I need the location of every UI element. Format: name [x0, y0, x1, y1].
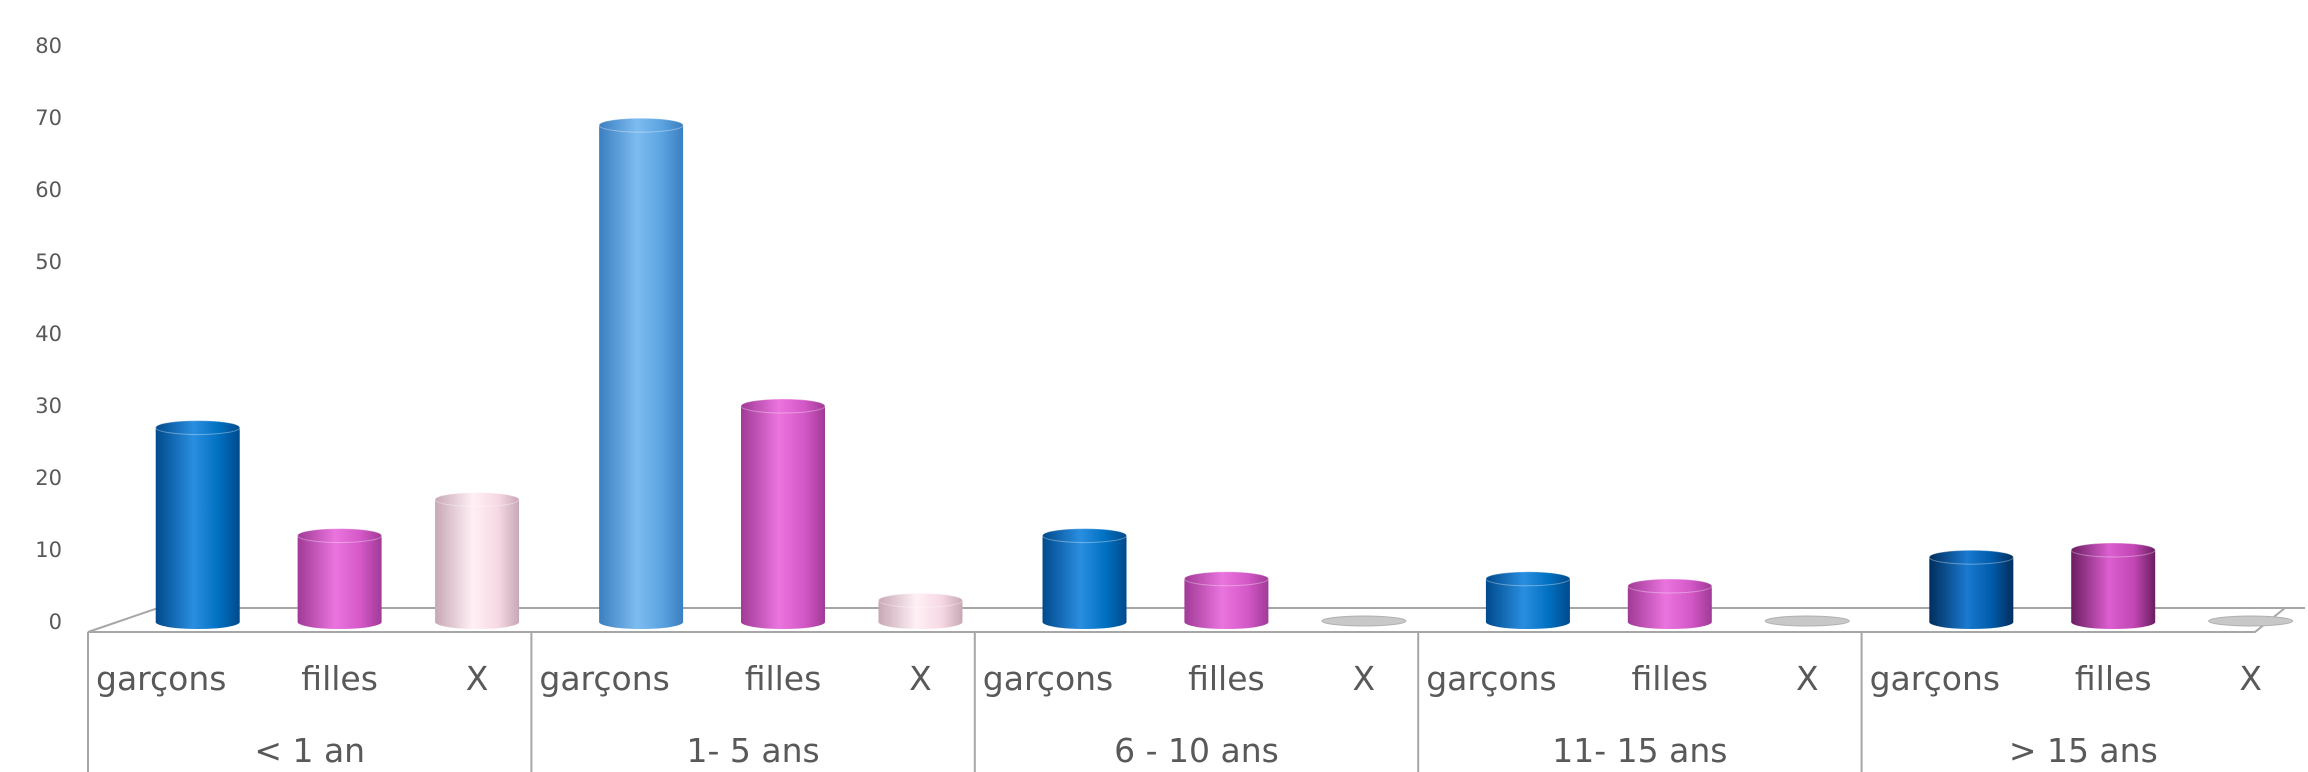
- x-tick-label: garçons: [983, 659, 1113, 698]
- bar-body: [1184, 578, 1269, 629]
- bar: [877, 592, 963, 629]
- y-tick-label: 40: [35, 322, 62, 346]
- bar: [1764, 615, 1850, 627]
- x-axis: garçons filles X < 1 an garçons filles X 1- 5 a…: [87, 632, 2262, 772]
- bar-top: [1928, 549, 2014, 565]
- bars: [155, 117, 2294, 629]
- y-tick-label: 60: [35, 178, 62, 202]
- bar: [2070, 542, 2156, 629]
- bar-body: [1627, 586, 1712, 629]
- x-group-label: > 15 ans: [2009, 731, 2158, 770]
- bar: [1042, 528, 1128, 629]
- y-tick-label: 0: [49, 610, 62, 634]
- bar-body: [741, 406, 826, 629]
- x-tick-label: garçons: [1870, 659, 2000, 698]
- bar: [2208, 615, 2294, 627]
- bar-top: [598, 117, 684, 133]
- y-tick-label: 30: [35, 394, 62, 418]
- bar: [297, 528, 383, 629]
- bar-base-zero: [1321, 615, 1407, 627]
- bar-top: [434, 492, 520, 508]
- bar: [740, 398, 826, 629]
- bar-top: [155, 420, 241, 436]
- bar-body: [1485, 578, 1570, 629]
- bar-top: [1183, 571, 1269, 587]
- bar: [155, 420, 241, 629]
- x-tick-label: filles: [2075, 659, 2152, 698]
- bar: [1321, 615, 1407, 627]
- x-tick-label: filles: [745, 659, 822, 698]
- bar-body: [1042, 535, 1127, 629]
- bar-base-zero: [1764, 615, 1850, 627]
- x-tick-label: filles: [1188, 659, 1265, 698]
- x-tick-label: filles: [301, 659, 378, 698]
- bar-top: [297, 528, 383, 544]
- x-tick-label: X: [2239, 659, 2262, 698]
- x-tick-label: X: [1353, 659, 1376, 698]
- y-tick-label: 70: [35, 106, 62, 130]
- x-tick-label: garçons: [96, 659, 226, 698]
- bar-body: [2071, 550, 2156, 629]
- y-axis: 0 10 20 30 40 50 60 70 80: [35, 34, 62, 634]
- bar-base-zero: [2208, 615, 2294, 627]
- bar-top: [2070, 542, 2156, 558]
- x-group-label: 11- 15 ans: [1552, 731, 1727, 770]
- y-tick-label: 80: [35, 34, 62, 58]
- x-tick-label: X: [466, 659, 489, 698]
- bar-body: [599, 125, 684, 629]
- x-group-label: 1- 5 ans: [686, 731, 819, 770]
- x-group-label: < 1 an: [254, 731, 365, 770]
- bar-body: [878, 600, 963, 629]
- y-tick-label: 50: [35, 250, 62, 274]
- x-tick-label: filles: [1631, 659, 1708, 698]
- x-tick-label: garçons: [1426, 659, 1556, 698]
- bar: [1485, 571, 1571, 629]
- bar: [598, 117, 684, 629]
- bar-top: [740, 398, 826, 414]
- bar: [1627, 578, 1713, 629]
- x-tick-label: X: [909, 659, 932, 698]
- x-tick-label: X: [1796, 659, 1819, 698]
- y-tick-label: 20: [35, 466, 62, 490]
- bar: [1183, 571, 1269, 629]
- bar: [1928, 549, 2014, 629]
- x-tick-label: garçons: [539, 659, 669, 698]
- bar-body: [155, 427, 240, 629]
- bar-top: [877, 592, 963, 608]
- bar-body: [1929, 557, 2014, 629]
- bar: [434, 492, 520, 629]
- bar-top: [1627, 578, 1713, 594]
- bar-body: [297, 535, 382, 629]
- bar-top: [1485, 571, 1571, 587]
- y-tick-label: 10: [35, 538, 62, 562]
- bar-body: [435, 499, 520, 629]
- bar-top: [1042, 528, 1128, 544]
- x-group-label: 6 - 10 ans: [1114, 731, 1279, 770]
